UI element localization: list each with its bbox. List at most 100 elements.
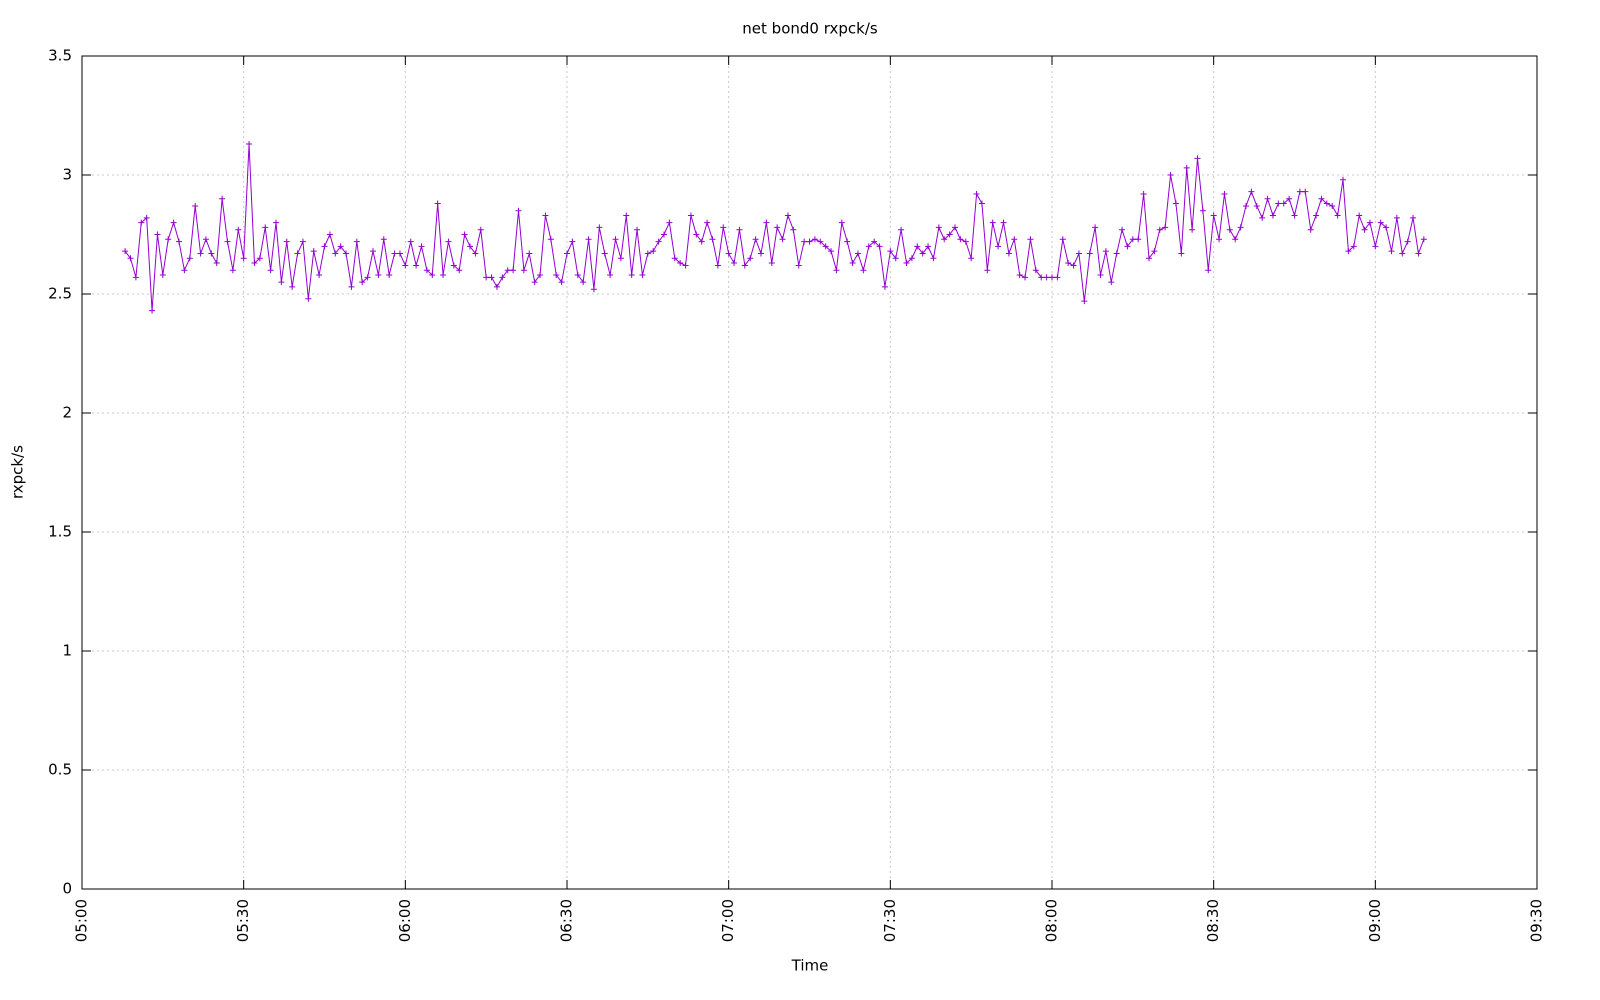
data-point [499,274,506,281]
data-point [1291,212,1298,219]
y-tick-label: 3.5 [48,47,72,65]
data-point [1151,248,1158,255]
data-point [623,212,630,219]
data-point [1027,236,1034,243]
data-point [1404,238,1411,245]
data-point [493,283,500,290]
data-point [1383,224,1390,231]
data-point [650,248,657,255]
data-point [386,271,393,278]
data-point [763,219,770,226]
data-point [596,224,603,231]
data-point [208,250,215,257]
data-point [1253,202,1260,209]
data-point [127,255,134,262]
data-point [768,260,775,267]
data-point [531,279,538,286]
data-point [1054,274,1061,281]
data-point [784,212,791,219]
plot-border [81,55,1538,890]
data-line [124,144,1425,311]
data-point [1135,236,1142,243]
data-point [283,238,290,245]
data-point [1199,207,1206,214]
data-point [348,283,355,290]
data-point [429,271,436,278]
data-point [747,255,754,262]
data-point [811,236,818,243]
data-point [795,262,802,269]
data-point [149,307,156,314]
data-point [391,250,398,257]
y-tick-label: 1 [62,642,72,660]
data-point [1108,279,1115,286]
data-point [1302,188,1309,195]
data-point [197,250,204,257]
data-point [418,243,425,250]
data-point [774,224,781,231]
data-point [1086,250,1093,257]
data-point [1216,236,1223,243]
data-point [515,207,522,214]
data-point [176,238,182,245]
data-point [758,250,764,257]
data-point [461,231,468,238]
data-point [138,219,145,226]
data-point [1329,202,1336,209]
data-point [359,279,366,286]
data-point [1011,236,1018,243]
data-point [1334,212,1341,219]
data-point [1005,250,1012,257]
data-point [170,219,177,226]
data-point [321,243,328,250]
data-point [693,231,700,238]
data-point [1194,155,1201,162]
y-axis-label: rxpck/s [9,445,27,499]
data-point [510,267,517,274]
data-point [343,250,350,257]
data-point [838,219,845,226]
data-point [337,243,344,250]
data-point [1205,267,1212,274]
data-point [1323,200,1330,207]
data-point [946,231,953,238]
x-tick-label: 06:00 [396,899,414,942]
data-point [617,255,624,262]
y-tick-label: 2 [62,404,72,422]
data-point [1022,274,1029,281]
data-point [995,243,1002,250]
data-point [159,271,166,278]
data-point [930,255,937,262]
y-tick-label: 1.5 [48,523,72,541]
data-point [736,226,743,233]
data-point [1081,298,1088,305]
data-point [467,243,473,250]
data-point [353,238,360,245]
data-point [828,248,835,255]
data-point [590,286,597,293]
data-point [472,250,479,257]
x-tick-label: 06:30 [558,899,576,942]
x-tick-label: 07:30 [881,899,899,942]
data-point [1318,195,1325,202]
x-tick-label: 09:00 [1366,899,1384,942]
data-point [601,250,608,257]
data-point [273,219,279,226]
data-point [1210,212,1217,219]
data-point [1043,274,1050,281]
data-point [1313,212,1320,219]
data-point [720,224,727,231]
x-axis-label: Time [791,957,829,975]
data-point [1156,226,1163,233]
data-point [192,202,199,209]
data-point [1146,255,1152,262]
data-point [332,250,339,257]
data-point [677,260,684,267]
data-point [892,255,899,262]
data-point [165,236,172,243]
data-point [1237,224,1244,231]
data-point [1016,271,1023,278]
data-point [520,267,527,274]
data-point [186,255,193,262]
data-point [488,274,495,281]
